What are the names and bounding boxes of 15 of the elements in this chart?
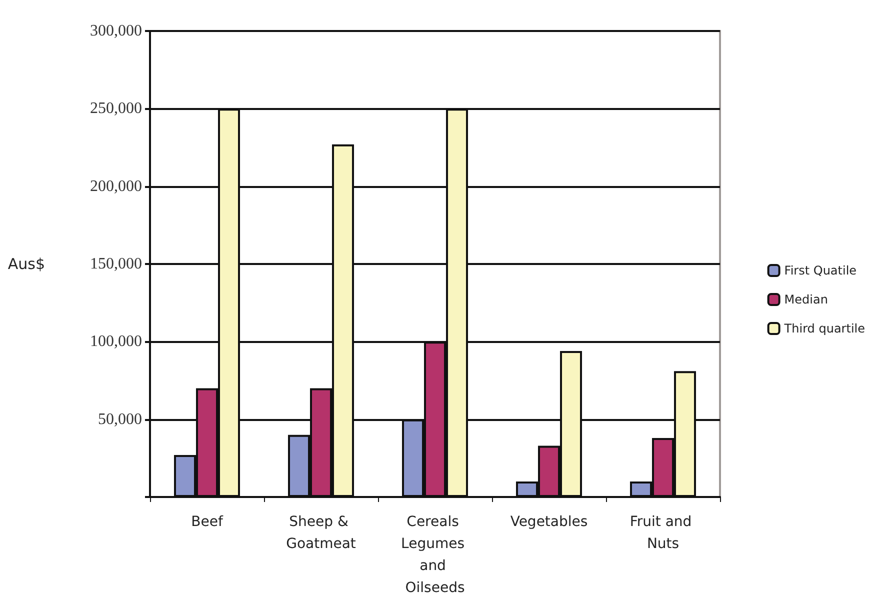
legend-label: Third quartile <box>783 322 866 336</box>
y-tick-label: 100,000 <box>90 333 142 350</box>
x-tick-label: Vegetables <box>510 514 588 530</box>
x-tick-label: Sheep & Goatmeat <box>286 514 356 552</box>
x-tick-label: Cereals Legumes and Oilseeds <box>401 514 469 596</box>
x-tick-label: Fruit and Nuts <box>630 514 696 552</box>
y-axis-title: Aus$ <box>8 255 45 273</box>
y-tick-label: 50,000 <box>98 410 142 428</box>
y-tick-label: 300,000 <box>90 22 142 40</box>
legend-label: First Quatile <box>784 264 857 278</box>
y-tick-label: 200,000 <box>90 178 142 195</box>
x-tick-label: Beef <box>191 514 224 530</box>
y-tick-label: 250,000 <box>90 100 142 118</box>
legend-label: Median <box>784 292 828 306</box>
y-tick-label: 150,000 <box>90 256 142 272</box>
